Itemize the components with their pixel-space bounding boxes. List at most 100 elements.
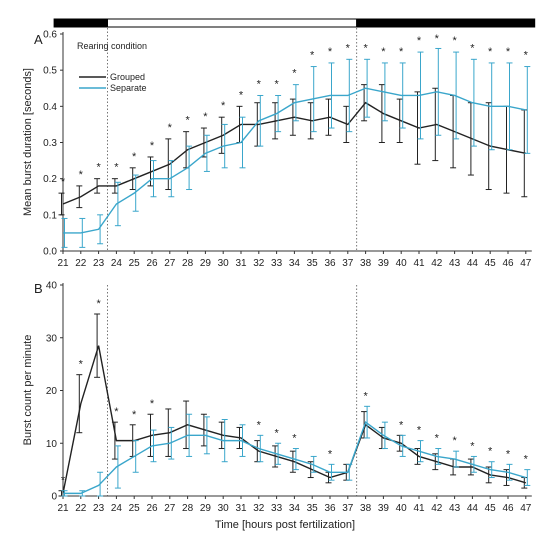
panel-label: A	[34, 32, 43, 47]
error-bar	[150, 429, 157, 463]
photoperiod-dark-segment	[53, 18, 108, 28]
error-bar	[239, 116, 246, 169]
series-group	[58, 313, 531, 497]
error-bar	[239, 424, 246, 457]
series-grouped	[58, 84, 528, 216]
photoperiod-bar	[53, 18, 536, 28]
legend-label-grouped: Grouped	[110, 72, 145, 82]
axes: 0.0 0.1 0.2 0.3 0.4 0.5 0.6 21 22 23 24 25 26 27 28 29 3…	[43, 30, 532, 269]
x-tick-label: 24	[111, 503, 123, 514]
x-tick-label: 27	[164, 503, 176, 514]
significance-star: *	[292, 68, 297, 80]
x-tick-label: 30	[218, 258, 230, 269]
significance-star: *	[506, 46, 511, 58]
significance-star: *	[363, 42, 368, 54]
error-bar	[289, 98, 296, 136]
error-bar	[435, 448, 442, 465]
x-tick-label: 25	[129, 503, 141, 514]
error-bar	[168, 160, 175, 198]
significance-star: *	[257, 419, 262, 431]
x-tick-label: 45	[485, 503, 497, 514]
significance-star: *	[61, 475, 66, 487]
x-tick-label: 45	[485, 258, 497, 269]
significance-star: *	[363, 390, 368, 402]
x-tick-label: 34	[289, 258, 301, 269]
error-bar	[111, 178, 118, 194]
panel-b: B Burst count per minute Time [hours pos…	[22, 281, 532, 531]
error-bar	[76, 185, 83, 209]
error-bar	[257, 434, 264, 463]
photoperiod-dark-segment	[356, 18, 536, 28]
series-separate	[61, 405, 531, 497]
significance-star: *	[132, 151, 137, 163]
error-bar	[470, 58, 477, 147]
error-bar	[221, 123, 228, 169]
error-bar	[506, 62, 513, 151]
y-tick-label: 0.6	[43, 30, 57, 41]
x-tick-label: 44	[467, 258, 479, 269]
significance-star: *	[114, 406, 119, 418]
series-line	[63, 87, 526, 234]
error-bar	[272, 445, 279, 468]
error-bar	[97, 471, 104, 497]
significance-star: *	[257, 78, 262, 90]
error-bar	[325, 98, 332, 136]
significance-star: *	[96, 298, 101, 310]
y-tick-label: 0.5	[43, 66, 57, 77]
error-bar	[129, 167, 136, 191]
y-tick-label: 40	[46, 281, 58, 292]
significance-star: *	[274, 78, 279, 90]
error-bar	[272, 102, 279, 140]
error-bar	[307, 102, 314, 140]
x-tick-label: 23	[93, 503, 105, 514]
error-bar	[114, 445, 121, 489]
error-bar	[275, 94, 282, 133]
significance-star: *	[328, 46, 333, 58]
significance-star: *	[328, 448, 333, 460]
y-tick-label: 10	[46, 439, 58, 450]
error-bar	[257, 94, 264, 147]
x-tick-label: 32	[253, 503, 265, 514]
x-tick-label: 42	[431, 258, 443, 269]
phase-divider-lines	[107, 28, 358, 251]
error-bar	[432, 87, 439, 162]
error-bar	[114, 181, 121, 227]
significance-star: *	[114, 162, 119, 174]
error-bar	[417, 440, 424, 463]
significance-star: *	[239, 89, 244, 101]
error-bar	[111, 421, 118, 460]
series-separate	[61, 47, 531, 248]
series-line	[62, 345, 526, 494]
error-bar	[76, 374, 83, 434]
significance-star: *	[61, 176, 66, 188]
error-bar	[147, 413, 154, 457]
significance-star: *	[435, 33, 440, 45]
error-bar	[361, 84, 368, 122]
significance-star: *	[346, 42, 351, 54]
y-tick-label: 0.2	[43, 174, 57, 185]
legend-label-separate: Separate	[110, 83, 147, 93]
y-tick-label: 0.1	[43, 210, 57, 221]
significance-star: *	[310, 50, 315, 62]
x-tick-label: 32	[253, 258, 265, 269]
error-bar	[165, 408, 172, 457]
y-tick-label: 0	[51, 492, 57, 503]
significance-star: *	[150, 140, 155, 152]
error-bar	[396, 98, 403, 143]
significance-star: *	[399, 46, 404, 58]
error-bar	[165, 138, 172, 191]
x-tick-label: 22	[75, 503, 87, 514]
y-tick-label: 0.0	[43, 247, 57, 258]
error-bar	[521, 477, 528, 489]
y-tick-label: 20	[46, 386, 58, 397]
error-bar	[183, 400, 190, 450]
significance-star: *	[292, 433, 297, 445]
error-bar	[346, 58, 353, 133]
x-tick-label: 38	[360, 258, 372, 269]
error-bar	[328, 62, 335, 129]
significance-star: *	[452, 35, 457, 47]
panel-a: A Mean burst duration [seconds] 0.00.10.…	[22, 28, 532, 269]
error-bar	[328, 463, 335, 481]
x-tick-label: 24	[111, 258, 123, 269]
legend: Rearing condition Grouped Separate	[77, 41, 147, 93]
